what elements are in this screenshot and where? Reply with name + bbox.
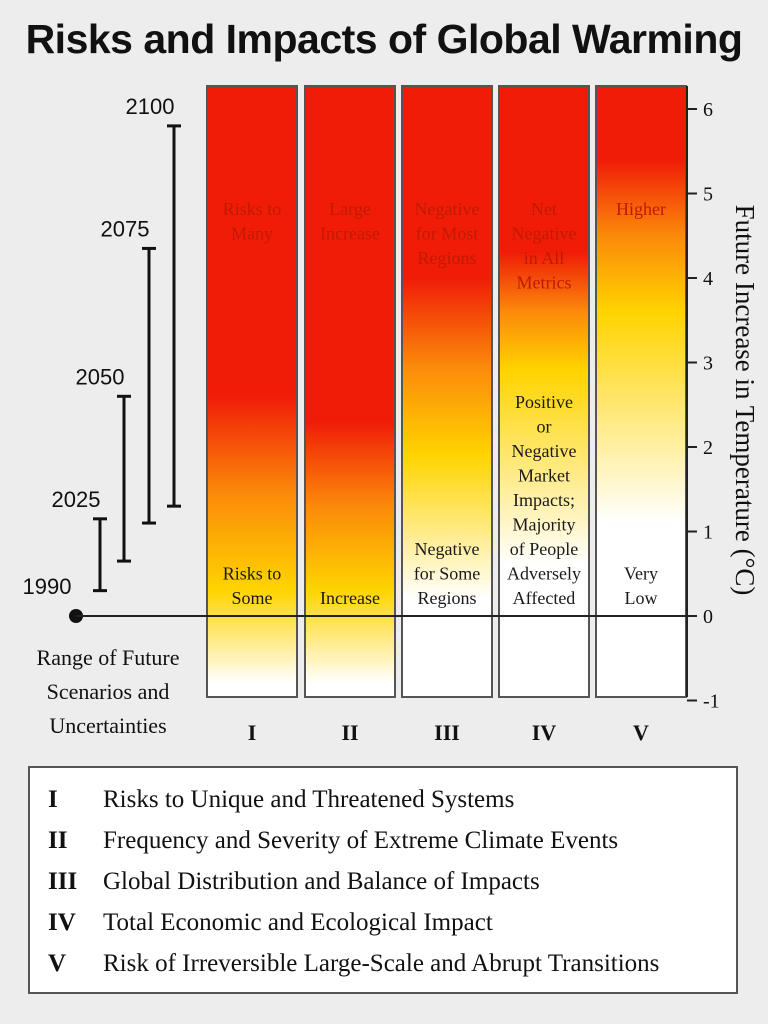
impact-column-I — [206, 85, 298, 698]
range-bar-2050 — [117, 394, 131, 563]
legend-code: I — [48, 786, 58, 813]
column-code: V — [633, 720, 649, 745]
legend-code: II — [48, 827, 68, 854]
legend-item: V Risk of Irreversible Large-Scale and A… — [48, 944, 659, 984]
range-year-label: 2075 — [101, 216, 150, 241]
y-tick-label: 2 — [703, 437, 713, 459]
legend-text: Risks to Unique and Threatened Systems — [103, 786, 515, 813]
column-high-label: Negative for Most Regions — [415, 199, 480, 268]
range-year-label: 2025 — [52, 487, 101, 512]
column-low-label: Positive or Negative Market Impacts; Majority… — [507, 392, 581, 608]
impact-column-II — [304, 85, 396, 698]
range-bar-2075 — [142, 246, 156, 525]
legend-code: V — [48, 950, 67, 977]
column-high-label: Large Increase — [320, 199, 380, 244]
column-low-label: Risks to Some — [223, 564, 282, 609]
range-caption: Range of Future Scenarios and Uncertaintie… — [37, 645, 180, 738]
legend-code: IV — [48, 909, 76, 936]
column-high-label: Higher — [616, 199, 666, 219]
impact-column-IV — [498, 85, 590, 698]
legend-item: II Frequency and Severity of Extreme Cli… — [48, 821, 618, 861]
y-tick-label: 0 — [703, 606, 713, 628]
column-code: IV — [532, 720, 557, 745]
y-tick-label: 4 — [703, 268, 713, 290]
legend-text: Total Economic and Ecological Impact — [103, 909, 493, 936]
legend: I Risks to Unique and Threatened Systems… — [28, 766, 738, 994]
y-axis-title: Future Increase in Temperature (°C) — [730, 205, 760, 596]
impact-columns: Risks to Many Risks to Some I Large Increase In… — [206, 85, 687, 745]
legend-text: Frequency and Severity of Extreme Climat… — [103, 827, 619, 854]
column-high-label: Risks to Many — [223, 199, 282, 244]
range-bar-2100 — [167, 124, 181, 508]
chart-title: Risks and Impacts of Global Warming — [25, 16, 743, 62]
range-bar-2025 — [93, 517, 107, 593]
legend-item: IV Total Economic and Ecological Impact — [48, 903, 493, 943]
column-high-label: Net Negative in All Metrics — [512, 199, 577, 293]
y-tick-label: 3 — [703, 353, 713, 375]
y-tick-label: 1 — [703, 522, 713, 544]
legend-item: I Risks to Unique and Threatened Systems — [48, 780, 514, 820]
range-year-label: 2050 — [76, 364, 125, 389]
impact-column-III — [401, 85, 493, 698]
column-low-label: Negative for Some Regions — [414, 539, 481, 608]
column-code: I — [248, 720, 257, 745]
column-code: II — [341, 720, 358, 745]
impact-column-V — [595, 85, 687, 698]
column-code: III — [434, 720, 460, 745]
column-low-label: Very Low — [624, 564, 658, 609]
chart-area: Risks to Many Risks to Some I Large Increase In… — [23, 85, 760, 745]
column-low-label: Increase — [320, 588, 380, 608]
legend-code: III — [48, 868, 78, 895]
temperature-axis: 6 5 4 3 2 1 0 -1 Future Increase in Temperature … — [76, 86, 760, 713]
scenario-ranges: 1990 2025 2050 2075 2100 Range of Future Scena… — [23, 94, 181, 738]
legend-text: Risk of Irreversible Large-Scale and Abr… — [103, 950, 660, 977]
y-tick-label: -1 — [703, 691, 720, 713]
legend-text: Global Distribution and Balance of Impac… — [103, 868, 540, 895]
y-tick-label: 6 — [703, 99, 713, 121]
range-year-label: 2100 — [126, 94, 175, 119]
legend-item: III Global Distribution and Balance of I… — [48, 862, 540, 902]
y-tick-label: 5 — [703, 184, 713, 206]
range-year-label: 1990 — [23, 574, 72, 599]
